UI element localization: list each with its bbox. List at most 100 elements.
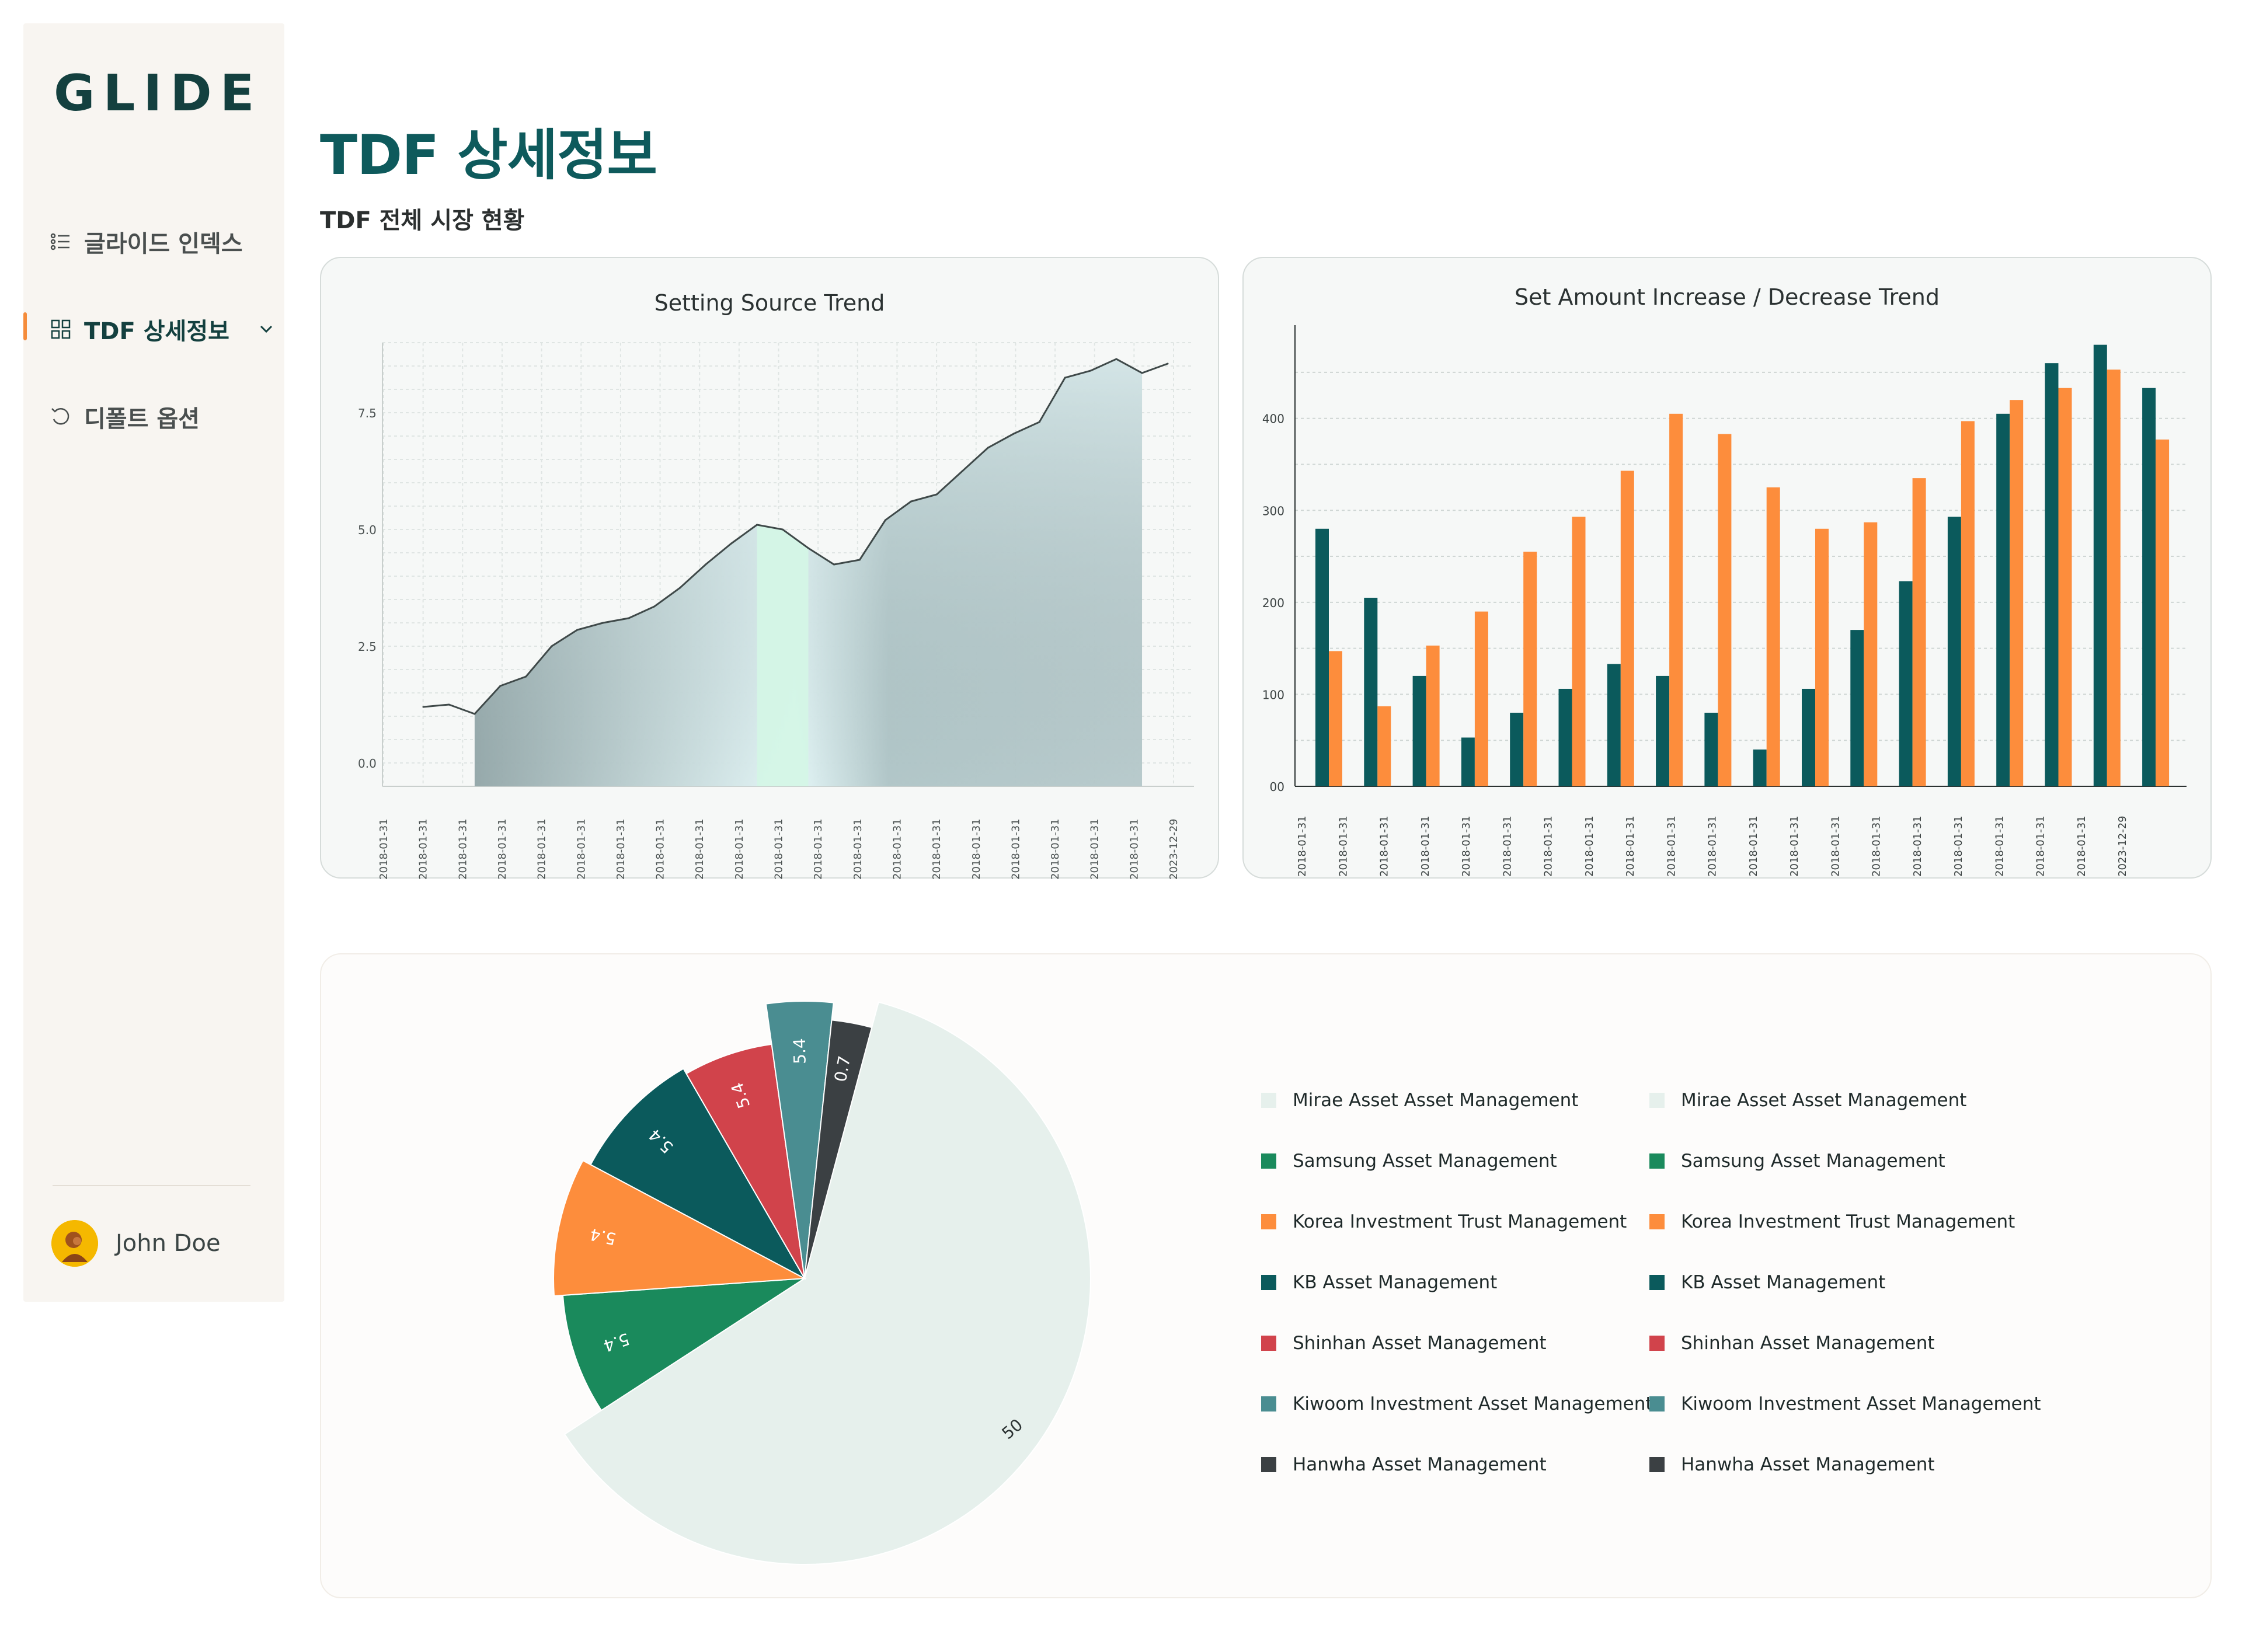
y-tick-label: 00 bbox=[1270, 780, 1284, 794]
bar bbox=[1912, 478, 1926, 786]
logo: GLIDE bbox=[54, 64, 263, 123]
user-profile[interactable]: John Doe bbox=[51, 1220, 221, 1267]
bar bbox=[1558, 688, 1572, 786]
legend-item[interactable]: KB Asset Management bbox=[1261, 1272, 1497, 1293]
bar bbox=[1753, 749, 1767, 786]
x-tick-label: 2018-01-31 bbox=[1009, 818, 1022, 880]
data-point bbox=[1089, 370, 1092, 372]
legend-label: Korea Investment Trust Management bbox=[1681, 1211, 2015, 1232]
x-tick-label: 2018-01-31 bbox=[1460, 815, 1472, 877]
data-point bbox=[910, 500, 912, 503]
bar bbox=[1461, 737, 1475, 786]
legend-swatch bbox=[1261, 1153, 1276, 1169]
data-point bbox=[525, 675, 527, 678]
x-tick-label: 2018-01-31 bbox=[1707, 815, 1719, 877]
x-tick-label: 2018-01-31 bbox=[1337, 815, 1349, 877]
data-point bbox=[1012, 433, 1015, 435]
x-tick-label: 2018-01-31 bbox=[1829, 815, 1841, 877]
legend-item[interactable]: Korea Investment Trust Management bbox=[1261, 1211, 1627, 1232]
x-tick-label: 2018-01-31 bbox=[1296, 815, 1308, 877]
set-amount-trend-card: Set Amount Increase / Decrease Trend 00 1… bbox=[1242, 257, 2212, 879]
data-point bbox=[756, 524, 758, 526]
sidebar-item-default-option[interactable]: 디폴트 옵션 bbox=[50, 400, 200, 434]
legend-label: Mirae Asset Asset Management bbox=[1681, 1090, 1967, 1111]
bar bbox=[2045, 363, 2059, 786]
legend-label: Samsung Asset Management bbox=[1293, 1151, 1557, 1172]
data-point bbox=[1167, 363, 1169, 365]
bar bbox=[1766, 487, 1780, 786]
bar bbox=[1947, 517, 1961, 786]
pie-slice bbox=[685, 1043, 805, 1279]
pie-slice bbox=[765, 1001, 834, 1279]
bar-chart: 00 100 200 300 400 2018-01-31 2018-01-31 2018-0… bbox=[1262, 325, 2187, 877]
pie-slice bbox=[562, 1277, 807, 1411]
legend-swatch bbox=[1261, 1093, 1276, 1108]
legend-item[interactable]: Samsung Asset Management bbox=[1261, 1151, 1557, 1172]
legend-label: Mirae Asset Asset Management bbox=[1293, 1090, 1579, 1111]
legend-item[interactable]: Shinhan Asset Management bbox=[1649, 1333, 1935, 1354]
chart-title: Setting Source Trend bbox=[654, 290, 885, 316]
legend-item[interactable]: Kiwoom Investment Asset Management bbox=[1649, 1393, 2041, 1414]
sidebar-item-label: TDF 상세정보 bbox=[84, 318, 229, 345]
bar bbox=[1996, 413, 2010, 786]
x-tick-label: 2018-01-31 bbox=[1501, 815, 1513, 877]
legend-swatch bbox=[1649, 1457, 1665, 1472]
y-tick-label: 300 bbox=[1262, 504, 1284, 518]
active-indicator bbox=[23, 312, 27, 340]
series-line bbox=[423, 358, 1168, 715]
legend-swatch bbox=[1261, 1336, 1276, 1351]
chevron-down-icon[interactable] bbox=[257, 320, 275, 338]
sidebar-item-tdf-detail[interactable]: TDF 상세정보 bbox=[50, 312, 275, 346]
bar bbox=[1815, 528, 1829, 786]
legend-item[interactable]: KB Asset Management bbox=[1649, 1272, 1885, 1293]
legend-item[interactable]: Hanwha Asset Management bbox=[1261, 1454, 1547, 1475]
chart-title: Set Amount Increase / Decrease Trend bbox=[1515, 284, 1940, 310]
legend-label: Hanwha Asset Management bbox=[1681, 1454, 1935, 1475]
legend-item[interactable]: Kiwoom Investment Asset Management bbox=[1261, 1393, 1653, 1414]
x-tick-label: 2018-01-31 bbox=[1747, 815, 1760, 877]
legend-label: KB Asset Management bbox=[1681, 1272, 1886, 1293]
legend-item[interactable]: Korea Investment Trust Management bbox=[1649, 1211, 2015, 1232]
legend-label: Shinhan Asset Management bbox=[1681, 1333, 1935, 1354]
bar bbox=[1572, 517, 1586, 786]
bar bbox=[1523, 552, 1537, 786]
legend-item[interactable]: Shinhan Asset Management bbox=[1261, 1333, 1547, 1354]
data-point bbox=[602, 622, 604, 624]
bar bbox=[1412, 675, 1426, 786]
legend-swatch bbox=[1649, 1153, 1665, 1169]
data-point bbox=[653, 605, 656, 608]
x-tick-label: 2018-01-31 bbox=[1993, 815, 2006, 877]
bar bbox=[1426, 645, 1440, 786]
bar bbox=[1802, 688, 1815, 786]
y-tick-label: 400 bbox=[1262, 412, 1284, 426]
legend-item[interactable]: Hanwha Asset Management bbox=[1649, 1454, 1935, 1475]
data-point bbox=[961, 470, 963, 472]
legend-item[interactable]: Samsung Asset Management bbox=[1649, 1151, 1945, 1172]
sidebar-item-glide-index[interactable]: 글라이드 인덱스 bbox=[50, 225, 243, 259]
legend-item[interactable]: Mirae Asset Asset Management bbox=[1649, 1090, 1966, 1111]
x-tick-label: 2018-01-31 bbox=[417, 818, 430, 880]
x-tick-label: 2018-01-31 bbox=[931, 818, 943, 880]
legend-swatch bbox=[1261, 1275, 1276, 1290]
legend-item[interactable]: Mirae Asset Asset Management bbox=[1261, 1090, 1578, 1111]
x-tick-label: 2018-01-31 bbox=[1912, 815, 1924, 877]
data-point bbox=[807, 547, 809, 549]
legend-label: Samsung Asset Management bbox=[1681, 1151, 1945, 1172]
sidebar: GLIDE 글라이드 인덱스 TDF 상세정보 디폴트 옵션 bbox=[23, 23, 284, 1302]
area-chart: 0.0 2.5 5.0 7.5 2018-01-31 2018-01-31 2018-01-… bbox=[358, 342, 1194, 880]
avatar bbox=[51, 1220, 98, 1267]
x-tick-label: 2018-01-31 bbox=[694, 818, 706, 880]
data-point bbox=[551, 645, 553, 647]
bar bbox=[1718, 434, 1732, 786]
x-tick-label: 2018-01-31 bbox=[1583, 815, 1596, 877]
setting-source-trend-card: Setting Source Trend 0.0 2.5 5.0 7.5 2018-01… bbox=[320, 257, 1219, 880]
page-subtitle: TDF 전체 시장 현황 bbox=[320, 207, 525, 234]
pie-label: 5.4 bbox=[790, 1038, 810, 1064]
data-point bbox=[679, 587, 681, 589]
bar bbox=[1704, 712, 1718, 786]
data-point bbox=[987, 447, 989, 449]
user-name: John Doe bbox=[116, 1230, 221, 1257]
legend-label: KB Asset Management bbox=[1293, 1272, 1498, 1293]
x-tick-label: 2018-01-31 bbox=[457, 818, 469, 880]
pie-slice bbox=[553, 1159, 807, 1297]
